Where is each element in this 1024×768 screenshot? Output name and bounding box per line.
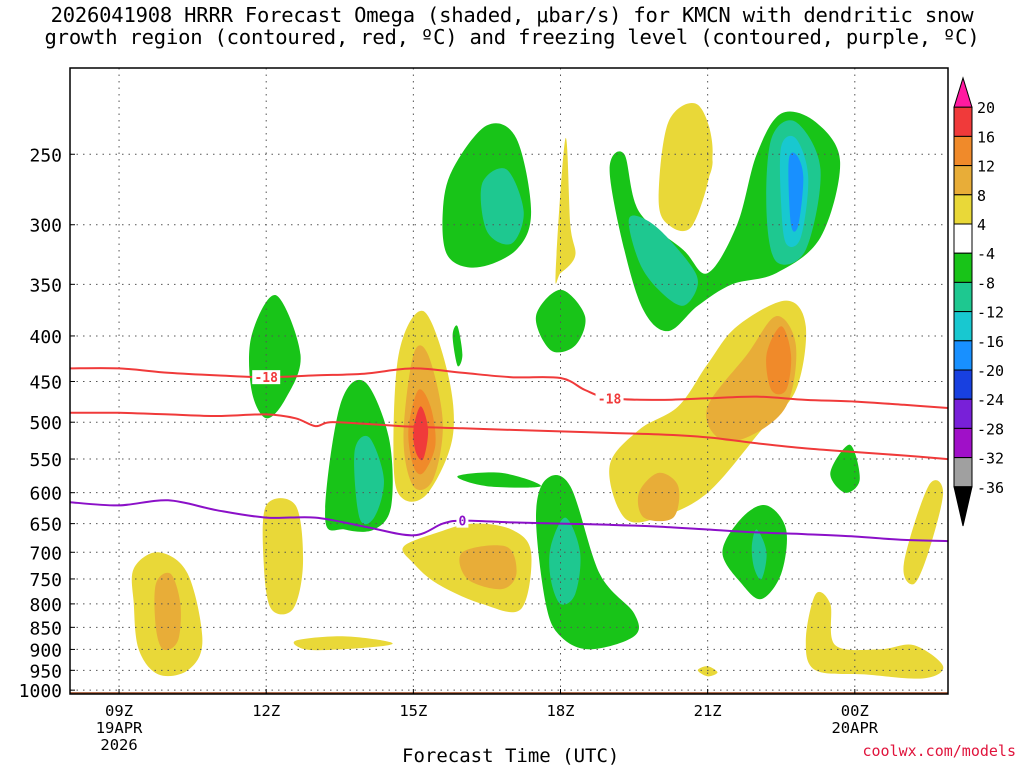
y-tick-label-800: 800 bbox=[29, 595, 62, 616]
omega-region-13 bbox=[555, 137, 576, 284]
plot-content: -18 -18 0 bbox=[70, 68, 948, 694]
colorbar-band-12 bbox=[953, 427, 973, 459]
y-tick-label-950: 950 bbox=[29, 661, 62, 682]
omega-region-37 bbox=[702, 138, 713, 177]
omega-region-2 bbox=[262, 498, 304, 615]
y-tick-label-1000: 1000 bbox=[19, 681, 62, 702]
y-tick-label-650: 650 bbox=[29, 515, 62, 536]
colorbar-label-6: -8 bbox=[977, 274, 995, 292]
ground-fill bbox=[70, 692, 948, 694]
colorbar-label-2: 12 bbox=[977, 158, 995, 176]
omega-region-31 bbox=[751, 529, 767, 580]
omega-region-3 bbox=[248, 294, 301, 419]
y-tick-label-450: 450 bbox=[29, 372, 62, 393]
contour-label-bg-2-0 bbox=[456, 513, 469, 528]
contour-label-2-0: 0 bbox=[458, 515, 466, 530]
colorbar-band-3 bbox=[953, 165, 973, 196]
colorbar-label-12: -32 bbox=[977, 450, 1004, 468]
colorbar-label-1: 16 bbox=[977, 128, 995, 146]
colorbar-label-3: 8 bbox=[977, 187, 986, 205]
title-line-1: 2026041908 HRRR Forecast Omega (shaded, … bbox=[50, 3, 974, 27]
omega-region-19 bbox=[549, 517, 581, 605]
y-tick-label-600: 600 bbox=[29, 484, 62, 505]
contour-label-0-1: -18 bbox=[598, 392, 622, 407]
contour-label-bg-0-1 bbox=[595, 391, 624, 406]
omega-region-21 bbox=[628, 215, 698, 306]
title-line-2: growth region (contoured, red, ºC) and f… bbox=[44, 25, 980, 49]
chart-title: 2026041908 HRRR Forecast Omega (shaded, … bbox=[0, 4, 1024, 48]
omega-region-35 bbox=[293, 636, 393, 651]
omega-region-29 bbox=[766, 326, 792, 395]
x-tick-label-9-1: 19APR bbox=[96, 719, 143, 737]
colorbar-band-6 bbox=[953, 252, 973, 283]
omega-region-36 bbox=[697, 666, 718, 677]
omega-region-25 bbox=[658, 103, 713, 232]
contour-line-0 bbox=[70, 499, 948, 543]
colorbar-band-7 bbox=[953, 281, 973, 313]
omega-region-34 bbox=[805, 591, 944, 679]
colorbar-label-10: -24 bbox=[977, 391, 1004, 409]
omega-region-18 bbox=[536, 474, 639, 650]
omega-region-33 bbox=[903, 480, 944, 585]
y-tick-label-300: 300 bbox=[29, 216, 62, 237]
omega-region-17 bbox=[459, 545, 517, 590]
omega-region-5 bbox=[354, 435, 384, 525]
omega-region-1 bbox=[154, 572, 181, 651]
y-tick-label-900: 900 bbox=[29, 640, 62, 661]
x-tick-label-18-0: 18Z bbox=[547, 702, 575, 720]
colorbar-label-5: -4 bbox=[977, 245, 995, 263]
colorbar-band-13 bbox=[953, 457, 973, 488]
contour-label-bg-0-0 bbox=[252, 370, 281, 385]
colorbar-label-11: -28 bbox=[977, 420, 1004, 438]
colorbar-label-9: -20 bbox=[977, 362, 1004, 380]
colorbar-label-13: -36 bbox=[977, 479, 1004, 497]
colorbar-label-8: -16 bbox=[977, 333, 1004, 351]
colorbar-band-2 bbox=[953, 135, 973, 167]
x-tick-label-21-0: 21Z bbox=[694, 702, 722, 720]
colorbar-arrow-down bbox=[953, 486, 973, 527]
y-tick-label-700: 700 bbox=[29, 543, 62, 564]
omega-region-14 bbox=[535, 289, 586, 353]
omega-region-9 bbox=[413, 406, 429, 461]
colorbar-band-11 bbox=[953, 398, 973, 429]
y-tick-label-350: 350 bbox=[29, 275, 62, 296]
contour-label-0-0: -18 bbox=[254, 371, 278, 386]
contour-line-m18 bbox=[70, 367, 948, 409]
y-tick-label-500: 500 bbox=[29, 413, 62, 434]
x-tick-label-9-0: 09Z bbox=[105, 702, 133, 720]
colorbar-band-4 bbox=[953, 194, 973, 225]
colorbar-band-8 bbox=[953, 311, 973, 342]
omega-region-27 bbox=[637, 472, 680, 522]
colorbar-arrow-up bbox=[953, 76, 973, 108]
x-tick-label-15-0: 15Z bbox=[399, 702, 427, 720]
x-tick-label-12-0: 12Z bbox=[252, 702, 280, 720]
contour-line-m12 bbox=[70, 411, 948, 461]
omega-region-24 bbox=[788, 152, 804, 232]
omega-region-12 bbox=[452, 325, 463, 367]
colorbar-label-0: 20 bbox=[977, 99, 995, 117]
y-tick-label-750: 750 bbox=[29, 570, 62, 591]
colorbar-band-1 bbox=[953, 106, 973, 137]
colorbar-label-4: 4 bbox=[977, 216, 986, 234]
colorbar-band-10 bbox=[953, 369, 973, 400]
y-tick-label-550: 550 bbox=[29, 450, 62, 471]
y-tick-label-400: 400 bbox=[29, 327, 62, 348]
y-tick-label-250: 250 bbox=[29, 145, 62, 166]
omega-region-11 bbox=[480, 168, 524, 245]
x-tick-label-24-1: 20APR bbox=[831, 719, 878, 737]
y-tick-label-850: 850 bbox=[29, 618, 62, 639]
credit-link[interactable]: coolwx.com/models bbox=[862, 742, 1016, 760]
x-tick-label-24-0: 00Z bbox=[841, 702, 869, 720]
x-axis-label: Forecast Time (UTC) bbox=[402, 745, 620, 767]
colorbar-band-9 bbox=[953, 340, 973, 371]
colorbar-label-7: -12 bbox=[977, 304, 1004, 322]
omega-region-15 bbox=[457, 472, 542, 488]
x-tick-label-9-2: 2026 bbox=[100, 736, 137, 754]
omega-region-32 bbox=[830, 444, 860, 493]
colorbar-band-5 bbox=[953, 223, 973, 254]
